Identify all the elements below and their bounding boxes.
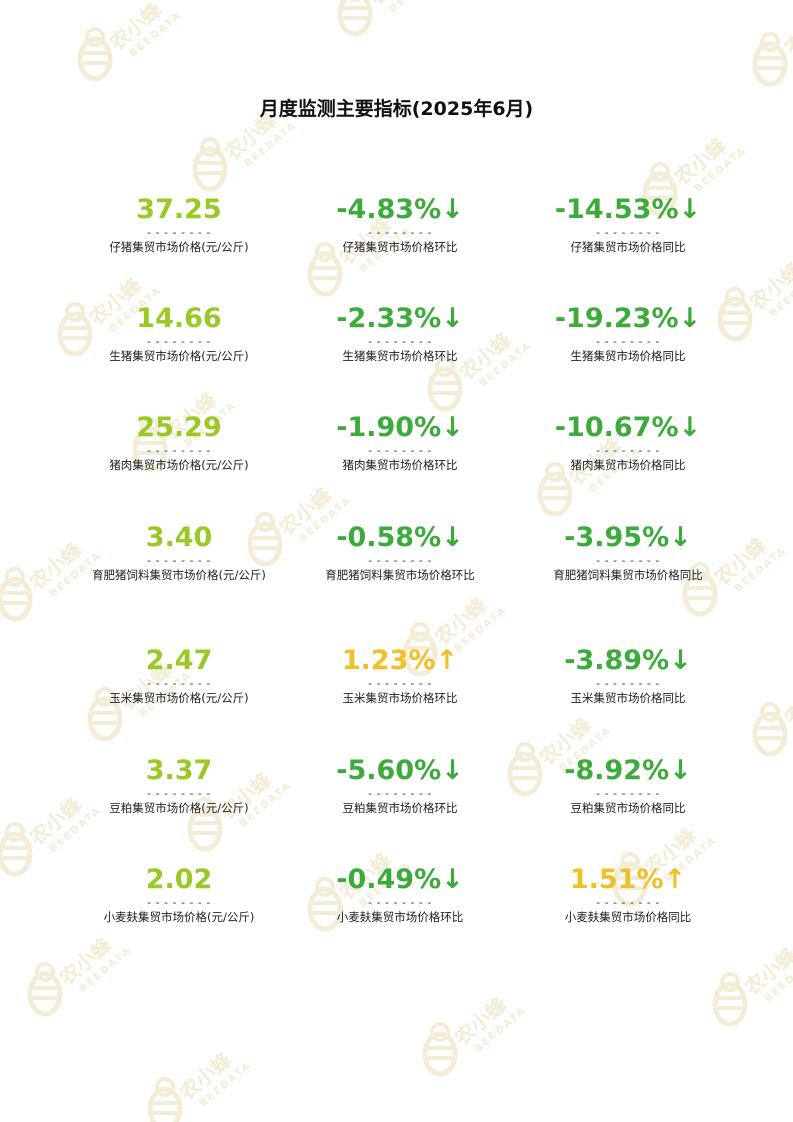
separator-dashes: - - - - - - - - [368, 226, 432, 239]
indicator-label: 生猪集贸市场价格(元/公斤) [109, 349, 249, 363]
indicator-value: -1.90%↓ [336, 412, 464, 443]
separator-dashes: - - - - - - - - [368, 335, 432, 348]
indicator-label: 仔猪集贸市场价格环比 [342, 240, 458, 254]
indicator-cell-price: 2.47- - - - - - - - 玉米集贸市场价格(元/公斤) [69, 645, 289, 706]
indicator-label: 豆粕集贸市场价格(元/公斤) [109, 801, 249, 815]
indicator-value: 2.47 [145, 645, 213, 676]
indicator-cell-year-on-year: -14.53%↓ - - - - - - - - 仔猪集贸市场价格同比 [518, 194, 738, 255]
separator-dashes: - - - - - - - - [596, 335, 660, 348]
indicator-value: 1.23%↑ [341, 645, 459, 676]
indicator-value: -4.83%↓ [336, 194, 464, 225]
indicator-cell-year-on-year: -3.95%↓ - - - - - - - - 育肥猪饲料集贸市场价格同比 [518, 522, 738, 583]
separator-dashes: - - - - - - - - [147, 226, 211, 239]
indicator-cell-month-on-month: -0.58%↓ - - - - - - - - 育肥猪饲料集贸市场价格环比 [290, 522, 510, 583]
indicator-label: 豆粕集贸市场价格环比 [342, 801, 458, 815]
indicator-cell-month-on-month: -1.90%↓ - - - - - - - - 猪肉集贸市场价格环比 [290, 412, 510, 473]
separator-dashes: - - - - - - - - [596, 896, 660, 909]
indicator-label: 猪肉集贸市场价格(元/公斤) [109, 458, 249, 472]
indicator-label: 小麦麸集贸市场价格(元/公斤) [103, 910, 255, 924]
indicator-label: 生猪集贸市场价格环比 [342, 349, 458, 363]
indicator-label: 猪肉集贸市场价格环比 [342, 458, 458, 472]
separator-dashes: - - - - - - - - [368, 554, 432, 567]
indicator-value: 3.40 [145, 522, 213, 553]
indicator-label: 玉米集贸市场价格同比 [570, 691, 686, 705]
indicator-label: 小麦麸集贸市场价格环比 [336, 910, 464, 924]
indicator-value: -14.53%↓ [554, 194, 702, 225]
separator-dashes: - - - - - - - - [147, 554, 211, 567]
indicator-value: -3.95%↓ [564, 522, 692, 553]
separator-dashes: - - - - - - - - [147, 787, 211, 800]
separator-dashes: - - - - - - - - [596, 226, 660, 239]
indicator-label: 小麦麸集贸市场价格同比 [564, 910, 692, 924]
indicator-cell-month-on-month: 1.23%↑ - - - - - - - - 玉米集贸市场价格环比 [290, 645, 510, 706]
indicator-label: 仔猪集贸市场价格(元/公斤) [109, 240, 249, 254]
indicator-label: 玉米集贸市场价格(元/公斤) [109, 691, 249, 705]
indicator-label: 育肥猪饲料集贸市场价格(元/公斤) [92, 568, 266, 582]
indicator-value: -10.67%↓ [554, 412, 702, 443]
separator-dashes: - - - - - - - - [596, 677, 660, 690]
separator-dashes: - - - - - - - - [596, 444, 660, 457]
page-title: 月度监测主要指标(2025年6月) [259, 98, 534, 120]
indicator-label: 生猪集贸市场价格同比 [570, 349, 686, 363]
separator-dashes: - - - - - - - - [596, 554, 660, 567]
indicator-value: 3.37 [145, 755, 213, 786]
indicator-value: -0.49%↓ [336, 864, 464, 895]
indicator-cell-price: 3.40- - - - - - - - 育肥猪饲料集贸市场价格(元/公斤) [69, 522, 289, 583]
indicator-value: -3.89%↓ [564, 645, 692, 676]
separator-dashes: - - - - - - - - [368, 787, 432, 800]
separator-dashes: - - - - - - - - [147, 444, 211, 457]
indicator-cell-year-on-year: -19.23%↓ - - - - - - - - 生猪集贸市场价格同比 [518, 303, 738, 364]
indicator-cell-year-on-year: -8.92%↓ - - - - - - - - 豆粕集贸市场价格同比 [518, 755, 738, 816]
indicator-value: 25.29 [136, 412, 222, 443]
indicator-label: 豆粕集贸市场价格同比 [570, 801, 686, 815]
separator-dashes: - - - - - - - - [147, 335, 211, 348]
indicator-label: 玉米集贸市场价格环比 [342, 691, 458, 705]
separator-dashes: - - - - - - - - [596, 787, 660, 800]
separator-dashes: - - - - - - - - [147, 896, 211, 909]
indicator-cell-month-on-month: -4.83%↓ - - - - - - - - 仔猪集贸市场价格环比 [290, 194, 510, 255]
indicator-value: -0.58%↓ [336, 522, 464, 553]
indicator-value: 14.66 [136, 303, 222, 334]
indicator-cell-price: 37.25- - - - - - - - 仔猪集贸市场价格(元/公斤) [69, 194, 289, 255]
indicator-cell-year-on-year: -10.67%↓ - - - - - - - - 猪肉集贸市场价格同比 [518, 412, 738, 473]
indicator-cell-year-on-year: 1.51%↑ - - - - - - - - 小麦麸集贸市场价格同比 [518, 864, 738, 925]
indicator-value: 37.25 [136, 194, 222, 225]
indicator-label: 仔猪集贸市场价格同比 [570, 240, 686, 254]
indicator-label: 育肥猪饲料集贸市场价格环比 [325, 568, 475, 582]
indicator-value: 2.02 [145, 864, 213, 895]
indicator-value: -19.23%↓ [554, 303, 702, 334]
separator-dashes: - - - - - - - - [368, 444, 432, 457]
indicator-label: 猪肉集贸市场价格同比 [570, 458, 686, 472]
indicator-cell-month-on-month: -0.49%↓ - - - - - - - - 小麦麸集贸市场价格环比 [290, 864, 510, 925]
indicator-label: 育肥猪饲料集贸市场价格同比 [553, 568, 703, 582]
indicator-cell-price: 25.29- - - - - - - - 猪肉集贸市场价格(元/公斤) [69, 412, 289, 473]
separator-dashes: - - - - - - - - [368, 896, 432, 909]
separator-dashes: - - - - - - - - [368, 677, 432, 690]
indicator-cell-month-on-month: -5.60%↓ - - - - - - - - 豆粕集贸市场价格环比 [290, 755, 510, 816]
indicator-cell-price: 14.66- - - - - - - - 生猪集贸市场价格(元/公斤) [69, 303, 289, 364]
indicator-value: 1.51%↑ [569, 864, 687, 895]
indicator-value: -8.92%↓ [564, 755, 692, 786]
indicator-cell-year-on-year: -3.89%↓ - - - - - - - - 玉米集贸市场价格同比 [518, 645, 738, 706]
indicator-value: -5.60%↓ [336, 755, 464, 786]
indicator-cell-month-on-month: -2.33%↓ - - - - - - - - 生猪集贸市场价格环比 [290, 303, 510, 364]
separator-dashes: - - - - - - - - [147, 677, 211, 690]
indicator-cell-price: 2.02- - - - - - - - 小麦麸集贸市场价格(元/公斤) [69, 864, 289, 925]
indicator-value: -2.33%↓ [336, 303, 464, 334]
indicator-cell-price: 3.37- - - - - - - - 豆粕集贸市场价格(元/公斤) [69, 755, 289, 816]
